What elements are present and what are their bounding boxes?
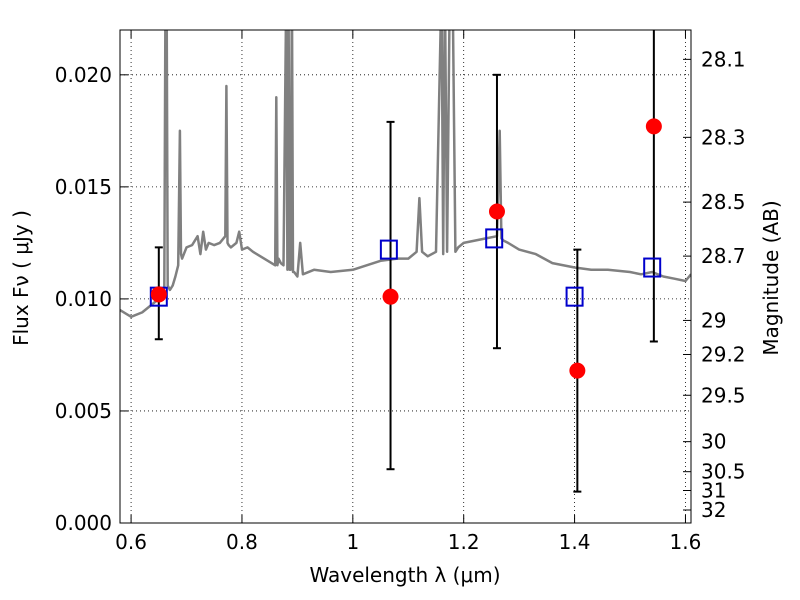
- x-tick-label: 1.2: [448, 530, 480, 554]
- magnitude-tick-label: 28.3: [701, 125, 746, 149]
- magnitude-tick-label: 31: [701, 479, 726, 503]
- magnitude-tick-label: 29.5: [701, 383, 746, 407]
- observed-flux-point: [382, 288, 399, 305]
- magnitude-tick-label: 28.5: [701, 190, 746, 214]
- observed-flux-point: [488, 203, 505, 220]
- magnitude-tick-label: 28.1: [701, 47, 746, 71]
- magnitude-tick-label: 29.2: [701, 342, 746, 366]
- magnitude-tick-label: 30.5: [701, 460, 746, 484]
- y-axis-label: Flux Fν ( μJy ): [9, 210, 33, 346]
- magnitude-tick-label: 29: [701, 308, 726, 332]
- y-axis: 0.000 0.005 0.010 0.015 0.020: [55, 63, 128, 535]
- y-tick-label: 0.005: [55, 399, 112, 423]
- x-tick-label: 1: [346, 530, 359, 554]
- observed-flux-point: [569, 362, 586, 379]
- y-tick-label: 0.020: [55, 63, 112, 87]
- spectrum-line: [120, 30, 691, 319]
- model-flux-square: [565, 286, 584, 307]
- model-flux-square: [379, 239, 398, 260]
- magnitude-tick-label: 30: [701, 430, 726, 454]
- grid-lines: [120, 30, 691, 523]
- y-tick-label: 0.000: [55, 511, 112, 535]
- x-tick-label: 0.8: [226, 530, 258, 554]
- model-flux-square: [485, 228, 504, 249]
- x-axis: 0.6 0.8 1 1.2 1.4 1.6: [115, 30, 701, 554]
- plot-content: [120, 30, 691, 493]
- model-flux-square: [643, 257, 662, 278]
- x-tick-label: 1.6: [670, 530, 702, 554]
- x-axis-label: Wavelength λ (μm): [309, 563, 500, 587]
- x-tick-label: 1.4: [559, 530, 591, 554]
- magnitude-tick-label: 28.7: [701, 244, 746, 268]
- y-tick-label: 0.010: [55, 287, 112, 311]
- observed-flux-point: [645, 118, 662, 135]
- magnitude-tick-label: 32: [701, 498, 726, 522]
- observed-flux-point: [150, 286, 167, 303]
- plot-frame: [119, 29, 692, 524]
- x-tick-label: 0.6: [115, 530, 147, 554]
- y-axis-right-label: Magnitude (AB): [759, 200, 783, 355]
- y-tick-label: 0.015: [55, 175, 112, 199]
